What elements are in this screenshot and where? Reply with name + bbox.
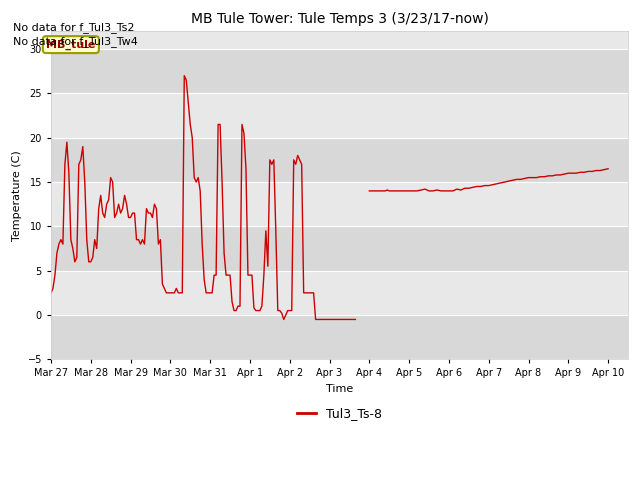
Text: No data for f_Tul3_Tw4: No data for f_Tul3_Tw4 bbox=[13, 36, 138, 47]
Text: MB_tule: MB_tule bbox=[46, 39, 95, 50]
Bar bbox=[51, 49, 628, 94]
Y-axis label: Temperature (C): Temperature (C) bbox=[12, 150, 22, 240]
Title: MB Tule Tower: Tule Temps 3 (3/23/17-now): MB Tule Tower: Tule Temps 3 (3/23/17-now… bbox=[191, 12, 488, 26]
Text: No data for f_Tul3_Ts2: No data for f_Tul3_Ts2 bbox=[13, 22, 134, 33]
Legend: Tul3_Ts-8: Tul3_Ts-8 bbox=[292, 402, 387, 425]
Bar bbox=[51, 138, 628, 182]
Bar bbox=[51, 315, 628, 360]
Bar bbox=[51, 227, 628, 271]
X-axis label: Time: Time bbox=[326, 384, 353, 394]
